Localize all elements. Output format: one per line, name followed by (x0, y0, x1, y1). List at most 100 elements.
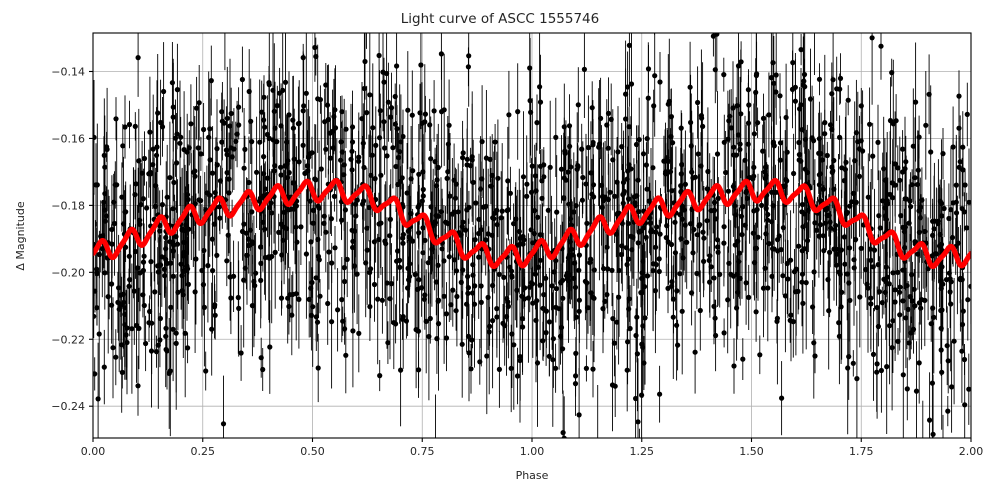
data-point (783, 114, 789, 121)
data-point (155, 342, 161, 348)
data-point (656, 268, 662, 275)
data-point (111, 220, 118, 227)
data-point (356, 158, 362, 164)
data-point (626, 124, 632, 130)
data-point (405, 107, 411, 113)
data-point (839, 289, 845, 295)
data-point (212, 312, 218, 318)
data-point (351, 263, 357, 269)
data-point (784, 260, 790, 267)
data-point (159, 202, 165, 208)
data-point (431, 108, 437, 114)
data-point (915, 167, 921, 173)
data-point (198, 151, 204, 157)
data-point (300, 142, 306, 148)
data-point (380, 69, 386, 75)
data-point (313, 53, 319, 60)
data-point (168, 260, 174, 266)
data-point (377, 135, 383, 141)
data-point (235, 294, 241, 301)
data-point (94, 182, 100, 188)
data-point (651, 103, 657, 109)
data-point (316, 257, 322, 263)
data-point (289, 312, 295, 318)
data-point (417, 110, 423, 116)
data-point (161, 88, 167, 95)
data-point (454, 293, 460, 300)
data-point (909, 182, 915, 188)
data-point (511, 342, 517, 348)
data-point (566, 201, 572, 207)
data-point (678, 125, 684, 131)
data-point (308, 285, 314, 291)
data-point (173, 234, 179, 240)
data-point (210, 170, 216, 176)
data-point (945, 358, 951, 364)
data-point (427, 255, 433, 261)
data-point (147, 308, 153, 315)
data-point (746, 294, 752, 300)
data-point (814, 227, 820, 233)
data-point (359, 116, 365, 122)
data-point (868, 257, 874, 263)
data-point (770, 246, 776, 252)
data-point (770, 139, 777, 145)
data-point (372, 176, 378, 182)
data-point (711, 199, 718, 206)
data-point (323, 146, 329, 152)
data-point (844, 209, 850, 215)
data-point (968, 283, 971, 289)
data-point (466, 350, 472, 356)
data-point (238, 350, 244, 356)
data-point (384, 153, 390, 159)
data-point (799, 201, 806, 208)
data-point (670, 140, 676, 146)
data-point (534, 120, 540, 126)
data-point (361, 164, 367, 171)
data-point (837, 134, 843, 140)
data-point (434, 177, 440, 183)
data-points-layer (93, 33, 971, 438)
data-point (170, 326, 176, 332)
data-point (95, 396, 101, 402)
data-point (665, 101, 671, 107)
data-point (867, 246, 873, 252)
data-point (858, 245, 864, 251)
data-point (438, 209, 444, 215)
data-point (163, 346, 169, 353)
data-point (499, 208, 505, 214)
data-point (201, 247, 207, 254)
data-point (734, 271, 740, 277)
data-point (870, 264, 876, 270)
data-point (962, 182, 968, 188)
data-point (328, 216, 334, 222)
data-point (665, 239, 671, 245)
data-point (242, 146, 248, 152)
data-point (730, 105, 736, 111)
data-point (599, 194, 606, 200)
data-point (935, 221, 941, 227)
data-point (644, 186, 650, 192)
data-point (856, 173, 863, 179)
data-point (913, 388, 920, 394)
data-point (766, 241, 772, 247)
data-point (845, 365, 851, 371)
data-point (700, 229, 706, 235)
data-point (740, 356, 746, 362)
data-point (714, 151, 721, 157)
data-point (626, 42, 633, 49)
data-point (517, 235, 523, 241)
data-point (572, 381, 579, 387)
data-point (257, 139, 263, 145)
data-point (111, 199, 117, 205)
data-point (203, 368, 209, 374)
x-axis-label: Phase (516, 469, 549, 482)
data-point (743, 188, 750, 194)
data-point (220, 421, 227, 427)
data-point (465, 285, 471, 291)
data-point (509, 331, 515, 337)
data-point (447, 193, 453, 199)
data-point (679, 162, 685, 168)
data-point (420, 169, 426, 175)
data-point (782, 293, 789, 299)
